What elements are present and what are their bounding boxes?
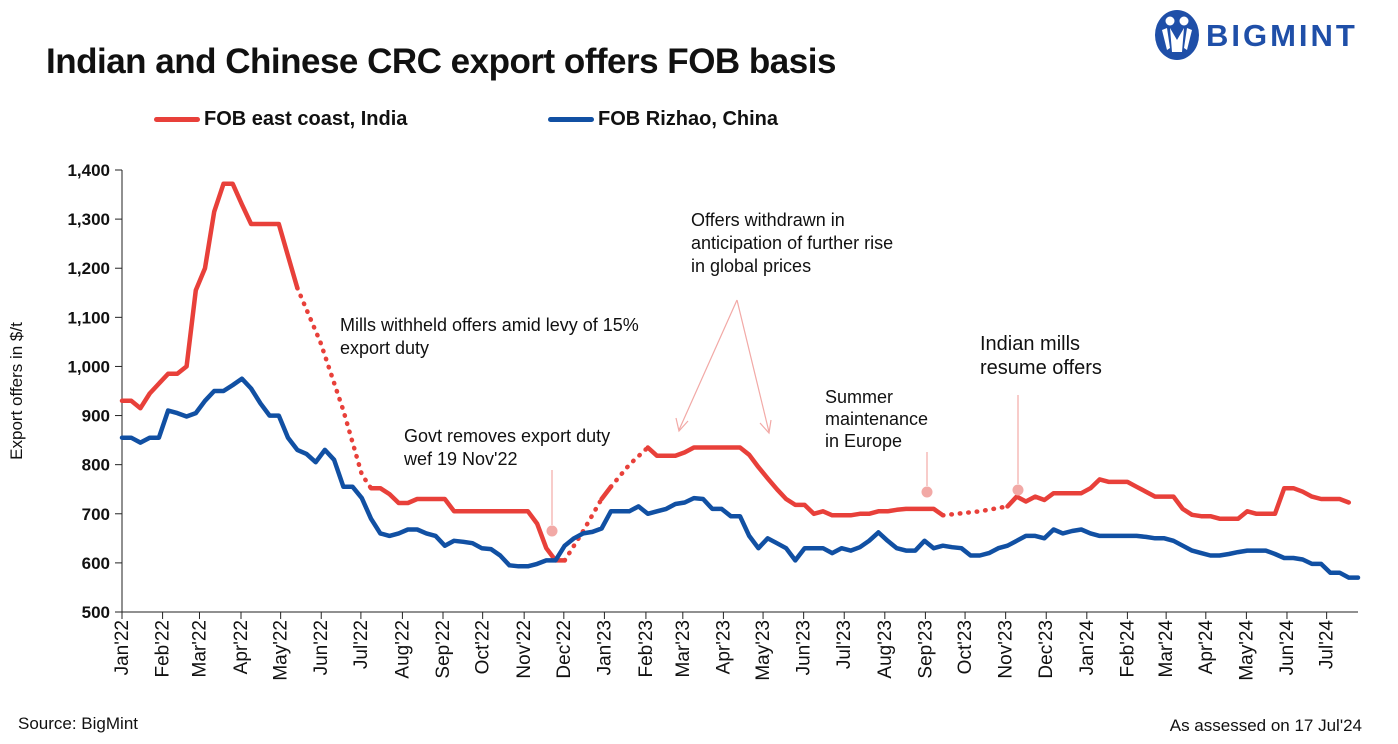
annotation-line: Summer (825, 387, 893, 407)
x-tick-label: Dec'22 (554, 620, 575, 679)
series-line (119, 376, 1361, 580)
assessed-date: As assessed on 17 Jul'24 (1169, 716, 1362, 735)
series-line (119, 181, 300, 411)
series-line-gap (295, 285, 374, 491)
annotation-line: anticipation of further rise (691, 233, 893, 253)
annotation-arrow (736, 299, 770, 433)
series-line (368, 485, 567, 563)
y-tick-label: 1,100 (67, 308, 110, 327)
y-tick-label: 1,400 (67, 161, 110, 180)
chart-title: Indian and Chinese CRC export offers FOB… (46, 42, 836, 81)
y-tick-label: 1,200 (67, 259, 110, 278)
legend-label-china: FOB Rizhao, China (598, 107, 778, 130)
annotation-dot (921, 486, 933, 498)
x-tick-label: Jun'24 (1277, 620, 1298, 676)
chart-axes: 500 600 700 800 900 1,000 1,100 1,200 1,300 1,400… (7, 161, 1358, 681)
series-line-gap (940, 504, 1010, 518)
y-axis-label: Export offers in $/t (7, 322, 26, 460)
y-tick-label: 700 (82, 505, 110, 524)
annotation-text: Govt removes export duty wef 19 Nov'22 (403, 426, 610, 469)
x-tick-label: Oct'22 (473, 620, 494, 674)
annotation-line: Indian mills (980, 333, 1080, 355)
series-line (645, 445, 946, 518)
legend-label-india: FOB east coast, India (204, 107, 408, 130)
annotation-dot (546, 525, 558, 537)
x-tick-label: Jan'22 (112, 620, 133, 675)
x-tick-label: Feb'24 (1117, 620, 1138, 678)
x-tick-label: Mar'23 (673, 620, 694, 677)
x-tick-label: Apr'23 (713, 620, 734, 674)
x-tick-label: May'22 (271, 620, 292, 681)
bigmint-logo-text: BIGMINT (1206, 18, 1358, 53)
x-tick-label: Apr'22 (231, 620, 252, 674)
x-tick-label: Sep'23 (915, 620, 936, 679)
series-line (1005, 477, 1352, 521)
x-tick-label: Dec'23 (1036, 620, 1057, 679)
x-tick-label: Feb'22 (153, 620, 174, 678)
annotation-line: export duty (340, 338, 429, 358)
annotation-arrowhead (675, 417, 689, 433)
y-tick-label: 1,300 (67, 210, 110, 229)
annotation-line: Mills withheld offers amid levy of 15% (340, 315, 639, 335)
series-line-gap (562, 496, 604, 563)
x-tick-label: Jul'22 (351, 620, 372, 669)
series-line-gap (608, 445, 651, 490)
x-tick-label: May'23 (753, 620, 774, 681)
x-tick-label: Sep'22 (433, 620, 454, 679)
series-china (119, 376, 1361, 580)
x-tick-label: Nov'23 (996, 620, 1017, 679)
series-india (119, 181, 1352, 563)
x-tick-label: Jan'23 (594, 620, 615, 675)
x-tick-label: Nov'22 (514, 620, 535, 679)
annotation-dot (1012, 484, 1024, 496)
x-tick-label: Aug'22 (392, 620, 413, 679)
y-tick-label: 900 (82, 407, 110, 426)
legend-item-china: FOB Rizhao, China (548, 108, 778, 130)
annotation-text: Summer maintenance in Europe (825, 387, 928, 451)
annotation-text: Offers withdrawn in anticipation of furth… (691, 210, 893, 276)
y-tick-label: 500 (82, 603, 110, 622)
y-tick-label: 1,000 (67, 357, 110, 376)
annotation-line: Offers withdrawn in (691, 210, 845, 230)
annotation-arrowhead (759, 419, 772, 435)
annotation-text: Indian mills resume offers (980, 333, 1102, 379)
x-tick-label: Jul'24 (1317, 620, 1338, 669)
series-line (599, 484, 614, 502)
x-tick-label: Mar'22 (189, 620, 210, 677)
annotation-line: maintenance (825, 409, 928, 429)
annotation-line: in Europe (825, 431, 902, 451)
bigmint-logo-icon (1155, 10, 1199, 60)
x-tick-label: Mar'24 (1156, 620, 1177, 678)
bigmint-logo: BIGMINT (1152, 6, 1392, 62)
annotation-arrow (678, 299, 738, 431)
y-tick-label: 600 (82, 554, 110, 573)
x-tick-label: Aug'23 (875, 620, 896, 679)
annotation-layer: Mills withheld offers amid levy of 15% ex… (340, 210, 1102, 537)
annotation-line: wef 19 Nov'22 (403, 449, 518, 469)
x-tick-label: May'24 (1236, 620, 1257, 681)
x-tick-label: Jul'23 (834, 620, 855, 669)
x-tick-label: Jun'22 (311, 620, 332, 675)
x-tick-label: Jun'23 (794, 620, 815, 675)
x-tick-label: Feb'23 (636, 620, 657, 678)
legend-swatch-india (154, 116, 200, 122)
y-tick-label: 800 (82, 456, 110, 475)
legend-item-india: FOB east coast, India (154, 108, 407, 130)
x-tick-label: Jan'24 (1077, 620, 1098, 676)
annotation-line: in global prices (691, 256, 811, 276)
annotation-line: Govt removes export duty (404, 426, 610, 446)
x-tick-label: Apr'24 (1196, 620, 1217, 675)
x-tick-label: Oct'23 (955, 620, 976, 674)
series-layer (119, 181, 1361, 580)
source-note: Source: BigMint (18, 714, 138, 733)
legend-swatch-china (548, 116, 594, 122)
annotation-text: Mills withheld offers amid levy of 15% ex… (340, 315, 639, 358)
annotation-line: resume offers (980, 357, 1102, 379)
